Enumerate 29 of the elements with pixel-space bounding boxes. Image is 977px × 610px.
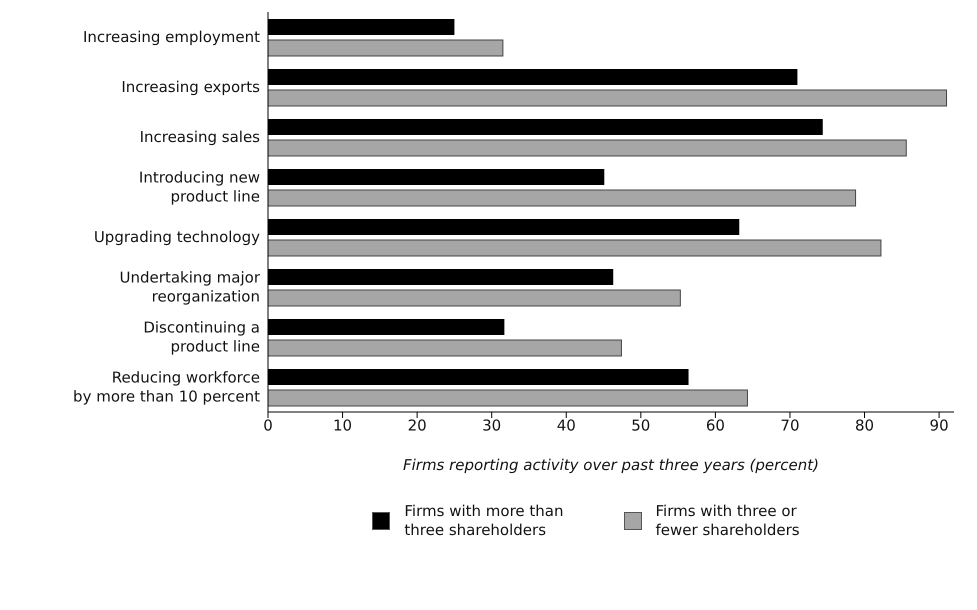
- x-tick-label: 60: [706, 416, 725, 435]
- x-tick-label: 30: [482, 416, 502, 435]
- y-tick-label: Introducing new product line: [138, 168, 260, 206]
- x-axis-title: Firms reporting activity over past three years (percent): [402, 456, 820, 474]
- bar: [268, 240, 882, 256]
- bar: [268, 340, 622, 356]
- y-tick-label: Increasing sales: [140, 128, 260, 146]
- x-tick-label: 20: [408, 416, 427, 435]
- y-tick-label: Increasing employment: [82, 28, 260, 46]
- x-tick-label: 10: [333, 416, 352, 435]
- y-tick-label: Increasing exports: [121, 78, 260, 96]
- x-tick-label: 80: [854, 416, 874, 435]
- x-tick-label: 70: [780, 416, 800, 435]
- bar: [268, 140, 907, 156]
- bar: [268, 290, 681, 306]
- y-tick-label: Reducing workforce by more than 10 percent: [73, 368, 260, 406]
- x-tick-label: 90: [930, 416, 949, 435]
- y-tick-label: Discontinuing a product line: [143, 318, 260, 356]
- bar: [268, 40, 504, 56]
- y-tick-label: Upgrading technology: [94, 228, 260, 246]
- legend-label: Firms with three or fewer shareholders: [656, 502, 800, 540]
- bar: [268, 90, 948, 106]
- bar: [268, 190, 856, 206]
- y-tick-label: Undertaking major reorganization: [120, 268, 261, 306]
- x-tick-label: 0: [263, 416, 273, 435]
- bar: [268, 390, 748, 406]
- x-tick-label: 40: [556, 416, 576, 435]
- legend-label: Firms with more than three shareholders: [404, 502, 564, 540]
- x-tick-label: 50: [631, 416, 650, 435]
